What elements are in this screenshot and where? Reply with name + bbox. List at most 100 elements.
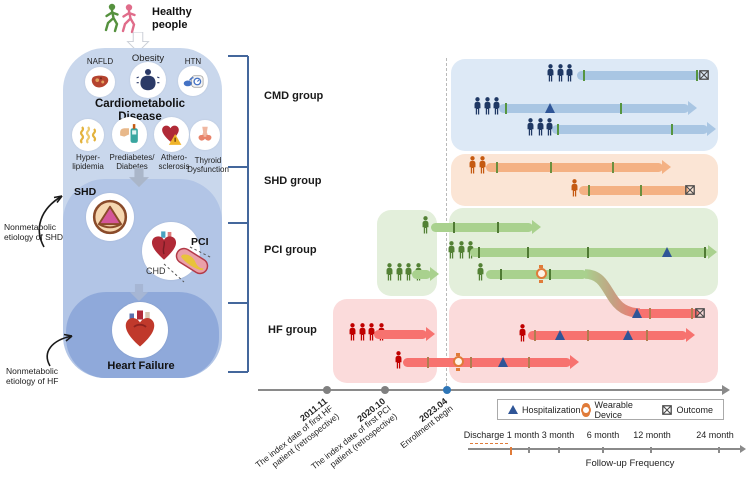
followup-tick	[534, 329, 536, 341]
followup-scale-tick	[718, 447, 720, 453]
htn-label: HTN	[184, 57, 202, 66]
hf-annotation: Nonmetabolic etiology of HF	[6, 366, 59, 387]
timeline-bar-arrowhead	[707, 122, 716, 136]
timeline-bar-arrowhead	[688, 101, 697, 115]
followup-tick	[470, 356, 472, 368]
discharge-dash-line	[470, 443, 508, 444]
wearable-band	[456, 353, 460, 356]
timeline-bar-arrowhead	[708, 245, 717, 259]
heart-valve-icon	[92, 199, 128, 235]
patient-group-icon	[570, 179, 580, 197]
followup-tick	[557, 123, 559, 135]
timeline-bar-arrowhead	[686, 328, 695, 342]
timeline-bar-arrowhead	[532, 220, 541, 234]
nafld-label: NAFLD	[86, 57, 114, 66]
wearable-device-marker	[452, 356, 464, 367]
hospitalization-marker	[498, 357, 508, 367]
legend-item: Hospitalization	[508, 405, 581, 415]
timeline-bar-arrowhead	[662, 160, 671, 174]
curved-arrow-icon	[46, 333, 73, 367]
thyroid-label: Thyroid Dysfunction	[187, 156, 229, 175]
group-label: SHD group	[264, 175, 322, 187]
milestone-dot	[381, 386, 389, 394]
group-panel	[451, 154, 718, 206]
followup-scale-tick	[650, 447, 652, 453]
prediabetes-circle	[112, 117, 147, 152]
patient-group-icon	[468, 156, 487, 174]
followup-scale-arrowhead	[740, 445, 746, 453]
heart-disease-icon	[151, 231, 177, 260]
down-arrow-icon	[126, 32, 150, 53]
hospitalization-marker	[555, 330, 565, 340]
timeline-bar	[552, 124, 708, 134]
followup-tick	[583, 69, 585, 81]
outcome-box-icon	[662, 404, 673, 415]
hospitalization-marker	[662, 247, 672, 257]
patient-group-icon	[421, 216, 431, 234]
followup-tick	[478, 246, 480, 258]
group-label: CMD group	[264, 90, 324, 102]
atherosclerosis-icon	[162, 125, 182, 145]
timeline-bar	[528, 330, 687, 340]
shd-annotation: Nonmetabolic etiology of SHD	[4, 222, 64, 243]
obesity-icon	[136, 68, 160, 91]
wearable-band	[456, 368, 460, 371]
followup-tick	[528, 356, 530, 368]
liver-icon	[91, 75, 109, 88]
milestone-dot	[323, 386, 331, 394]
followup-tick	[612, 161, 614, 173]
wearable-band	[539, 265, 543, 268]
followup-scale-tick	[558, 447, 560, 453]
followup-tick	[640, 184, 642, 196]
obesity-label: Obesity	[131, 53, 165, 64]
followup-scale-label: 6 month	[586, 430, 620, 440]
atherosclerosis-label: Athero- sclerosis	[158, 153, 190, 172]
thyroid-circle	[190, 120, 220, 150]
followup-tick	[691, 307, 693, 319]
followup-tick	[427, 356, 429, 368]
wearable-device-icon	[580, 404, 591, 415]
timeline-bar	[431, 222, 533, 232]
followup-scale-label: 24 month	[696, 430, 734, 440]
followup-scale-label: 3 month	[541, 430, 575, 440]
followup-frequency-title: Follow-up Frequency	[585, 458, 675, 469]
thyroid-icon	[198, 126, 212, 141]
followup-tick	[500, 268, 502, 280]
followup-tick	[527, 246, 529, 258]
hospitalization-marker	[545, 103, 555, 113]
magnifier-dashes	[163, 246, 213, 283]
timeline-bar-arrowhead	[426, 327, 435, 341]
legend-label: Wearable Device	[594, 399, 633, 420]
artery-plaque-icon	[175, 247, 209, 275]
group-transfer-curve	[575, 265, 655, 320]
followup-scale-tick	[528, 447, 530, 453]
legend-box: Hospitalization Wearable Device Outcome	[497, 399, 724, 420]
followup-tick	[549, 268, 551, 280]
patient-group-icon	[518, 324, 528, 342]
down-arrow-icon	[129, 168, 149, 188]
group-label: PCI group	[264, 244, 317, 256]
diabetes-meter-icon	[120, 124, 138, 143]
patient-group-icon	[546, 64, 575, 82]
milestone-dot	[443, 386, 451, 394]
hf-label: Heart Failure	[107, 360, 175, 372]
wearable-band	[539, 280, 543, 283]
patient-group-icon	[476, 263, 486, 281]
nafld-circle	[85, 67, 115, 97]
followup-scale-tick	[510, 447, 512, 455]
timeline-bar	[374, 329, 427, 339]
followup-scale-label: Discharge	[463, 430, 505, 440]
followup-tick	[587, 246, 589, 258]
followup-scale-label: 12 month	[633, 430, 671, 440]
hospitalization-marker	[632, 308, 642, 318]
curved-arrow-icon	[38, 195, 63, 248]
hyperlipidemia-circle	[72, 119, 104, 151]
group-panel	[333, 299, 437, 383]
timeline-axis	[258, 389, 722, 391]
timeline-bar	[636, 308, 699, 318]
followup-tick	[671, 123, 673, 135]
followup-tick	[496, 161, 498, 173]
hospitalization-marker	[623, 330, 633, 340]
